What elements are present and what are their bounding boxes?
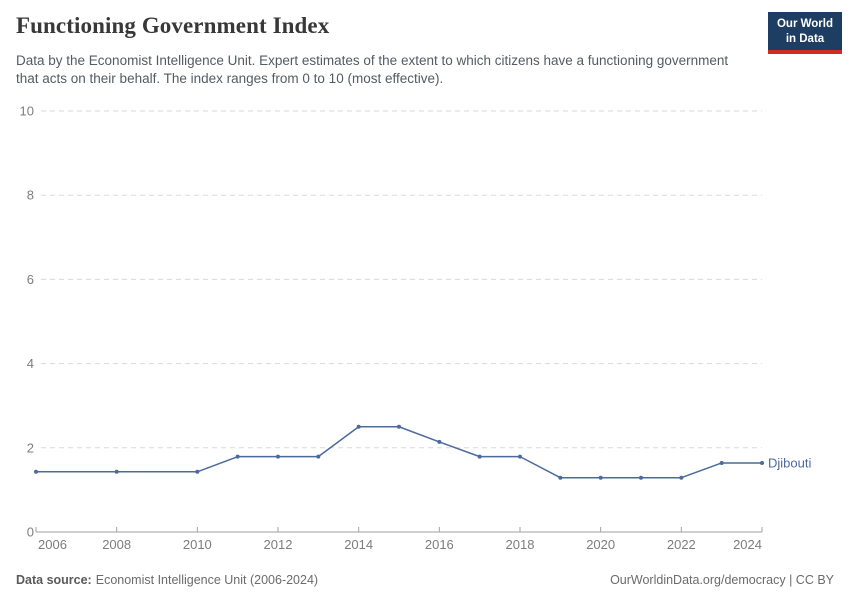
owid-logo-line1: Our World (776, 18, 833, 30)
x-tick-label: 2014 (344, 537, 373, 552)
data-point[interactable] (356, 424, 361, 429)
x-tick-label: 2018 (506, 537, 535, 552)
data-point[interactable] (276, 454, 280, 459)
page-footer: Data source: Economist Intelligence Unit … (16, 573, 834, 587)
series-label[interactable]: Djibouti (768, 455, 811, 470)
x-tick-label: 2006 (38, 537, 67, 552)
x-tick-label: 2022 (667, 537, 696, 552)
data-line[interactable] (35, 426, 763, 479)
data-point[interactable] (639, 475, 643, 480)
data-point[interactable] (437, 439, 442, 444)
y-tick-label: 2 (27, 440, 34, 455)
x-tick-label: 2020 (586, 537, 615, 552)
y-tick-label: 10 (20, 104, 34, 119)
data-source: Data source: Economist Intelligence Unit … (16, 573, 318, 587)
data-point[interactable] (679, 475, 684, 480)
owid-logo-line2: in Data (785, 32, 825, 45)
data-point[interactable] (760, 460, 764, 465)
data-point[interactable] (598, 475, 603, 480)
chart-area: 0 2 4 6 8 10 2006 2008 2010 2012 2014 2016 2018 2020 2… (0, 95, 850, 565)
data-point[interactable] (34, 469, 38, 474)
owid-logo[interactable]: Our World in Data (768, 12, 842, 54)
x-tick-label: 2012 (264, 537, 293, 552)
x-tick-label: 2024 (733, 537, 762, 552)
chart-subtitle: Data by the Economist Intelligence Unit.… (16, 53, 729, 86)
data-source-label: Data source: (16, 573, 92, 587)
data-point[interactable] (719, 460, 724, 465)
y-tick-label: 0 (27, 525, 34, 540)
y-tick-label: 8 (27, 188, 34, 203)
data-point[interactable] (235, 454, 240, 459)
chart-canvas[interactable]: 0 2 4 6 8 10 2006 2008 2010 2012 2014 2016 2018 2020 2… (0, 95, 850, 565)
data-point[interactable] (518, 454, 522, 459)
data-point[interactable] (477, 454, 482, 459)
data-point[interactable] (558, 475, 563, 480)
y-tick-label: 4 (27, 356, 34, 371)
data-point[interactable] (114, 469, 119, 474)
data-point[interactable] (397, 424, 401, 429)
y-tick-label: 6 (27, 272, 34, 287)
x-tick-label: 2010 (183, 537, 212, 552)
data-point[interactable] (316, 454, 321, 459)
data-point[interactable] (195, 469, 200, 474)
data-source-value: Economist Intelligence Unit (2006-2024) (95, 573, 319, 587)
page-title: Functioning Government Index (16, 13, 330, 38)
x-tick-label: 2008 (102, 537, 131, 552)
x-tick-label: 2016 (425, 537, 454, 552)
footer-link[interactable]: OurWorldinData.org/democracy | CC BY (610, 573, 834, 587)
